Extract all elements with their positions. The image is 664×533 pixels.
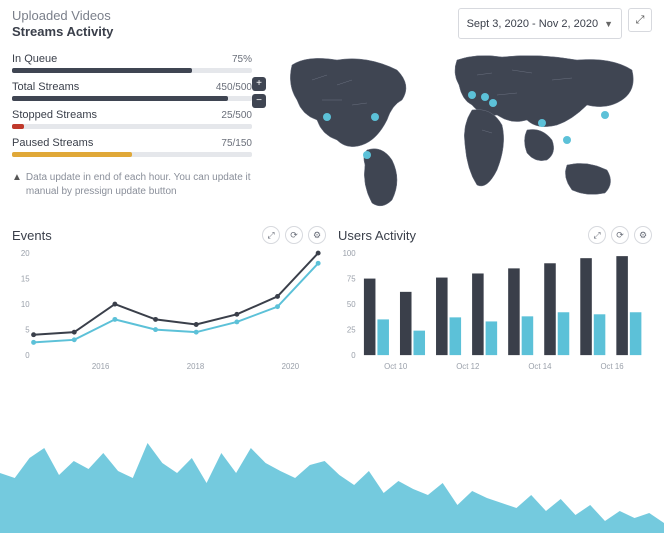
page-title: Uploaded Videos bbox=[12, 8, 458, 23]
progress-value: 25/500 bbox=[221, 110, 252, 121]
update-note: ▲ Data update in end of each hour. You c… bbox=[12, 171, 252, 199]
svg-text:0: 0 bbox=[351, 351, 356, 360]
map-dot[interactable] bbox=[363, 151, 371, 159]
svg-text:Oct 14: Oct 14 bbox=[528, 362, 552, 371]
note-text: Data update in end of each hour. You can… bbox=[26, 171, 252, 199]
map-dot[interactable] bbox=[563, 136, 571, 144]
expand-icon[interactable]: ⤢ bbox=[262, 226, 280, 244]
svg-text:Oct 10: Oct 10 bbox=[384, 362, 408, 371]
map-dot[interactable] bbox=[538, 119, 546, 127]
chevron-down-icon: ▼ bbox=[604, 19, 613, 29]
svg-text:2016: 2016 bbox=[92, 362, 110, 371]
svg-text:Oct 12: Oct 12 bbox=[456, 362, 479, 371]
warning-icon: ▲ bbox=[12, 171, 22, 199]
refresh-icon[interactable]: ⟳ bbox=[611, 226, 629, 244]
progress-label: Paused Streams bbox=[12, 137, 93, 149]
users-chart-panel: Users Activity ⤢ ⟳ ⚙ 0 25 50 75 100 Oct 10 Oct… bbox=[338, 226, 652, 374]
users-chart-title: Users Activity bbox=[338, 228, 416, 243]
progress-bar bbox=[12, 152, 252, 157]
progress-value: 75/150 bbox=[221, 138, 252, 149]
svg-text:5: 5 bbox=[25, 326, 30, 335]
svg-text:25: 25 bbox=[347, 326, 356, 335]
map-dot[interactable] bbox=[489, 99, 497, 107]
svg-text:15: 15 bbox=[21, 275, 30, 284]
svg-text:10: 10 bbox=[21, 300, 30, 309]
map-dot[interactable] bbox=[601, 111, 609, 119]
svg-text:0: 0 bbox=[25, 351, 30, 360]
progress-bar bbox=[12, 124, 252, 129]
svg-text:50: 50 bbox=[347, 300, 356, 309]
progress-value: 75% bbox=[232, 54, 252, 65]
svg-text:75: 75 bbox=[347, 275, 356, 284]
page-subtitle: Streams Activity bbox=[12, 24, 458, 39]
progress-bar bbox=[12, 96, 252, 101]
expand-icon[interactable]: ⤢ bbox=[588, 226, 606, 244]
refresh-icon[interactable]: ⟳ bbox=[285, 226, 303, 244]
events-chart-panel: Events ⤢ ⟳ ⚙ 0 5 10 15 20 2016 2018 2020 bbox=[12, 226, 326, 374]
map-dot[interactable] bbox=[468, 91, 476, 99]
progress-value: 450/500 bbox=[216, 82, 252, 93]
progress-label: Total Streams bbox=[12, 81, 79, 93]
map-dot[interactable] bbox=[371, 113, 379, 121]
world-map bbox=[262, 45, 652, 220]
progress-label: In Queue bbox=[12, 53, 57, 65]
map-dot[interactable] bbox=[481, 93, 489, 101]
svg-text:2020: 2020 bbox=[282, 362, 300, 371]
map-dot[interactable] bbox=[323, 113, 331, 121]
svg-text:20: 20 bbox=[21, 249, 30, 258]
progress-panel: In Queue 75% Total Streams 450/500 Stopped S… bbox=[12, 45, 252, 220]
events-chart-title: Events bbox=[12, 228, 52, 243]
progress-bar bbox=[12, 68, 252, 73]
svg-text:2018: 2018 bbox=[187, 362, 205, 371]
date-range-selector[interactable]: Sept 3, 2020 - Nov 2, 2020 ▼ bbox=[458, 8, 622, 39]
footer-sparkline bbox=[0, 438, 664, 533]
svg-text:100: 100 bbox=[343, 249, 357, 258]
expand-button[interactable]: ⤢ bbox=[628, 8, 652, 32]
date-range-label: Sept 3, 2020 - Nov 2, 2020 bbox=[467, 18, 598, 30]
svg-text:Oct 16: Oct 16 bbox=[600, 362, 624, 371]
gear-icon[interactable]: ⚙ bbox=[308, 226, 326, 244]
progress-label: Stopped Streams bbox=[12, 109, 97, 121]
gear-icon[interactable]: ⚙ bbox=[634, 226, 652, 244]
